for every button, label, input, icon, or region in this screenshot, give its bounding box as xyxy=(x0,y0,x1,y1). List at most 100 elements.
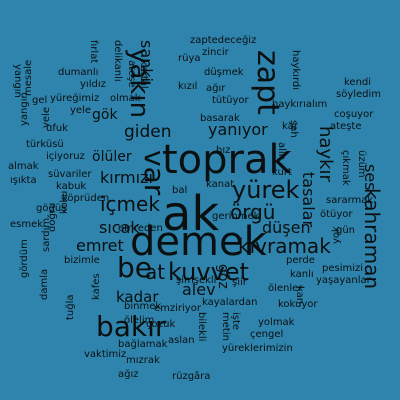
word-kokuyor: kokuyor xyxy=(278,299,318,310)
word-ickmek: içmek xyxy=(100,192,160,216)
word-mizrak: mızrak xyxy=(126,355,160,366)
word-sardim: sardım xyxy=(41,217,52,252)
word-tasalar: kan xyxy=(294,286,305,305)
word-yolmak: yolmak xyxy=(258,317,295,328)
word-haykir: haykır xyxy=(315,126,336,182)
word-kafes: damla xyxy=(39,268,50,300)
word-tutuyor: tütüyor xyxy=(212,95,249,106)
word-esmek: esmek xyxy=(10,219,44,230)
word-bas: bal xyxy=(172,185,188,196)
word-cengel: çengel xyxy=(250,329,284,340)
word-yukseliyoruz: bilekli xyxy=(196,312,207,342)
word-olelim: ölelim xyxy=(124,315,155,326)
word-kabuk: içiyoruz xyxy=(46,151,85,162)
word-pesimizi: pesimizi xyxy=(322,263,364,274)
word-kayalardan: kayalardan xyxy=(202,297,258,308)
word-yurek: yürek xyxy=(232,176,300,204)
word-yasayanlar: yaşayanlar xyxy=(316,275,371,286)
word-kanat: gerinmek xyxy=(212,211,260,222)
word-atese: ateşe xyxy=(126,60,137,88)
word-alin: hız xyxy=(216,145,231,156)
word-zaptedecegiz: zaptedeceğiz xyxy=(190,35,257,46)
word-dumanli: dumanlı xyxy=(58,67,99,78)
word-delikanli: delikanlı xyxy=(112,40,123,82)
word-be: be xyxy=(117,251,152,284)
word-bal: koku xyxy=(59,190,70,214)
word-toprak: toprak xyxy=(162,137,292,183)
word-uzum: alın xyxy=(276,142,287,161)
word-cocuk: çocuk xyxy=(146,319,176,330)
word-kizil: kızıl xyxy=(178,81,198,92)
word-oluler: haykırdı xyxy=(290,50,301,91)
word-gun: gün xyxy=(336,225,356,236)
word-firlat: fırlat xyxy=(88,40,99,64)
word-icyoruz: yele xyxy=(70,105,92,116)
word-yok: yok xyxy=(331,226,342,244)
word-mesale: mesale xyxy=(23,59,34,96)
word-haykiralim: haykırıalım xyxy=(272,99,328,110)
word-metin: işte xyxy=(230,312,241,331)
word-alev: alev xyxy=(182,280,216,299)
word-kan: tasalar xyxy=(299,172,318,228)
word-bakir: bakır xyxy=(96,310,167,343)
word-olmak: olmak xyxy=(110,93,141,104)
word-soyledim: söyledim xyxy=(336,89,382,100)
word-kartal: kartal xyxy=(138,60,149,89)
word-otuyor: köprüden xyxy=(62,193,110,204)
word-ruzgara: rüzgâra xyxy=(172,371,211,382)
word-bizimle: bizimle xyxy=(64,255,100,266)
word-zincir: zincir xyxy=(202,47,229,58)
word-kuvvet: kuvvet xyxy=(168,258,249,286)
word-emret: emret xyxy=(76,236,124,255)
word-ufuk: yele xyxy=(41,106,52,128)
word-gordum: gördüm xyxy=(19,239,30,278)
word-bilekli: metin xyxy=(220,312,231,341)
word-yaniyor: yanıyor xyxy=(208,120,268,139)
word-aslan: aslan xyxy=(168,335,195,346)
word-hiz: kanat xyxy=(206,179,235,190)
word-giden: giden xyxy=(124,122,172,142)
word-baglamak: bağlamak xyxy=(118,339,168,350)
word-suvariler: ufuk xyxy=(46,123,68,134)
word-damla: türküsü xyxy=(26,139,64,150)
word-yara: şiir xyxy=(232,277,247,288)
word-emreden: sararmak xyxy=(326,195,374,206)
word-yuregimiz: yüreğimiz xyxy=(50,93,100,104)
word-gogus: göğüs xyxy=(36,203,67,214)
word-koprud: süvariler xyxy=(48,169,92,180)
word-vaktimiz: vaktimiz xyxy=(84,349,127,360)
word-gel: gel xyxy=(32,95,48,106)
word-kirmizi: kırmızı xyxy=(100,168,153,187)
word-dusen: düşen xyxy=(262,218,311,237)
word-kadar: kadar xyxy=(116,288,159,306)
word-orgu: örgü xyxy=(230,200,276,224)
word-kendi: kendi xyxy=(344,77,372,88)
word-cikmak: çıkmak xyxy=(340,150,351,186)
word-kurt: emreden xyxy=(118,223,163,234)
word-dusmek: düşmek xyxy=(204,67,244,78)
word-agir: ağır xyxy=(206,83,226,94)
word-basarak: basarak xyxy=(200,113,240,124)
word-binmek: binmek xyxy=(124,301,162,312)
word-siir: şah xyxy=(288,120,299,138)
word-yureklerimizin: yüreklerimizin xyxy=(222,343,293,354)
word-almak: almak xyxy=(8,161,39,172)
word-goz: göz xyxy=(215,264,231,289)
word-yangin: yangın xyxy=(19,92,30,126)
word-at: at xyxy=(145,260,166,284)
word-tugla: kafes xyxy=(91,273,102,300)
word-haykirdi: üzüm xyxy=(356,150,367,178)
word-demek: demek xyxy=(130,219,267,265)
word-kanli: kanlı xyxy=(290,269,314,280)
word-gerinmek: ötüyor xyxy=(320,209,353,220)
word-dogru: kabuk xyxy=(56,181,87,192)
word-turkusu: ölüler xyxy=(92,149,132,165)
word-atesete: ateşte xyxy=(330,121,362,132)
word-ak: ak xyxy=(162,186,220,242)
word-kar: kurt xyxy=(272,167,292,178)
word-emziriyor: emziriyor xyxy=(154,303,201,314)
word-yildiz: yıldız xyxy=(80,79,106,90)
word-olenler: ölenler xyxy=(268,283,303,294)
word-ruya: rüya xyxy=(178,53,201,64)
